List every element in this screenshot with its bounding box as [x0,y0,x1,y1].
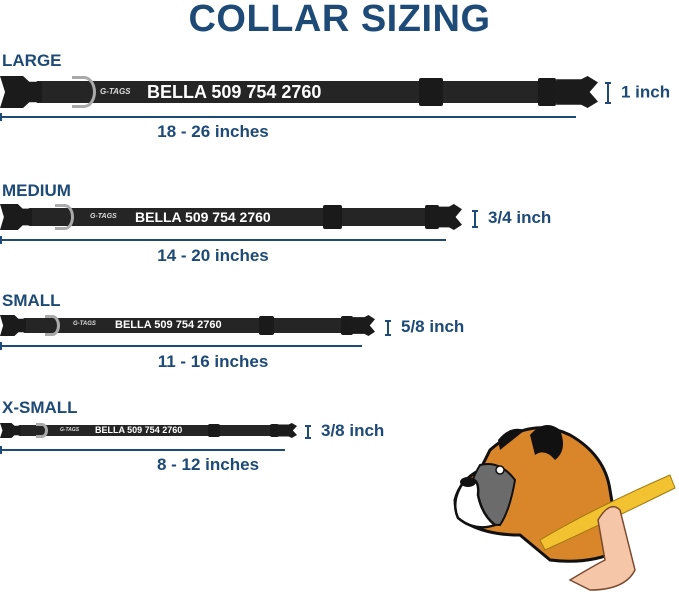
measure-line-large [0,113,576,121]
measure-line-medium [0,236,446,244]
collar-large: G-TAGS BELLA 509 754 2760 [0,76,598,108]
measure-line-x-small [0,446,285,454]
width-medium: 3/4 inch [472,208,551,228]
width-indicator-icon [385,319,391,336]
range-medium: 14 - 20 inches [157,246,269,265]
size-label-medium: MEDIUM [2,181,71,200]
collar-logo: G-TAGS [90,213,117,220]
collar-text: BELLA 509 754 2760 [147,82,322,102]
collar-small: G-TAGS BELLA 509 754 2760 [0,315,375,336]
collar-text: BELLA 509 754 2760 [115,319,222,331]
range-small: 11 - 16 inches [157,352,269,371]
collar-medium: G-TAGS BELLA 509 754 2760 [0,204,462,230]
width-small: 5/8 inch [385,317,464,337]
range-large: 18 - 26 inches [157,122,269,141]
width-indicator-icon [472,209,478,228]
range-x-small: 8 - 12 inches [156,455,260,474]
width-indicator-icon [605,82,611,104]
collar-text: BELLA 509 754 2760 [135,209,271,225]
width-x-small: 3/8 inch [305,421,384,441]
page-title: COLLAR SIZING [188,0,491,40]
size-label-x-small: X-SMALL [2,398,78,417]
boxer-dog-illustration [453,425,676,591]
collar-logo: G-TAGS [60,427,80,433]
collar-text: BELLA 509 754 2760 [95,425,183,435]
collar-logo: G-TAGS [100,87,131,96]
width-large: 1 inch [605,82,670,104]
size-label-large: LARGE [2,51,62,70]
size-label-small: SMALL [2,291,61,310]
collar-x-small: G-TAGS BELLA 509 754 2760 [0,423,297,438]
width-indicator-icon [305,424,311,439]
collar-logo: G-TAGS [73,321,96,327]
measure-line-small [0,342,362,350]
